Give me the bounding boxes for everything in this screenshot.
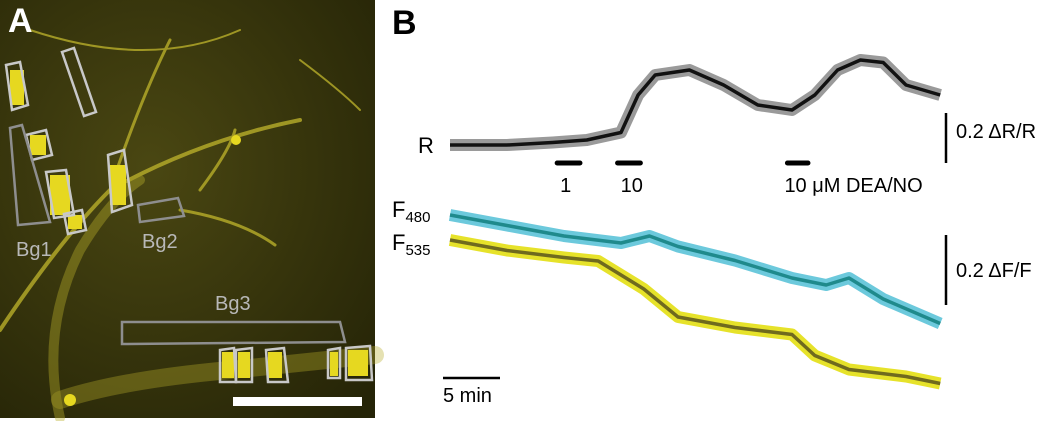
trace-name: F: [392, 230, 405, 255]
region-label: Bg2: [142, 231, 178, 253]
scale-bar: [233, 397, 362, 406]
time-scale-label: 5 min: [443, 385, 492, 407]
trace-label: R: [418, 133, 434, 158]
trace-name: F: [392, 197, 405, 222]
trace-subscript: 480: [405, 209, 430, 226]
trace-subscript: 535: [405, 242, 430, 259]
ratio-scale-label: 0.2 ΔR/R: [956, 121, 1036, 143]
region-label: Bg3: [215, 293, 251, 315]
roi-outlines: [4, 46, 374, 384]
panel-label: A: [8, 2, 33, 40]
trace-label: F535: [392, 230, 430, 259]
region-label: Bg1: [16, 239, 52, 261]
fluorescence-trace-band: [448, 234, 942, 390]
ratio-trace: [450, 58, 941, 147]
fluorescence-trace-band: [448, 209, 943, 330]
trace-label: F480: [392, 197, 430, 226]
cells: [10, 70, 368, 406]
stimulus-label: 10 μM DEA/NO: [784, 175, 922, 197]
stimulus-label: 10: [621, 175, 643, 197]
stimulus-label: 1: [560, 175, 571, 197]
fluorescence-trace: [449, 238, 941, 386]
fluorescence-trace: [449, 213, 941, 326]
panel-a: A Bg1 Bg2 Bg3: [0, 0, 384, 421]
fluorescence-scale-label: 0.2 ΔF/F: [956, 260, 1032, 282]
panel-label: B: [392, 4, 417, 42]
